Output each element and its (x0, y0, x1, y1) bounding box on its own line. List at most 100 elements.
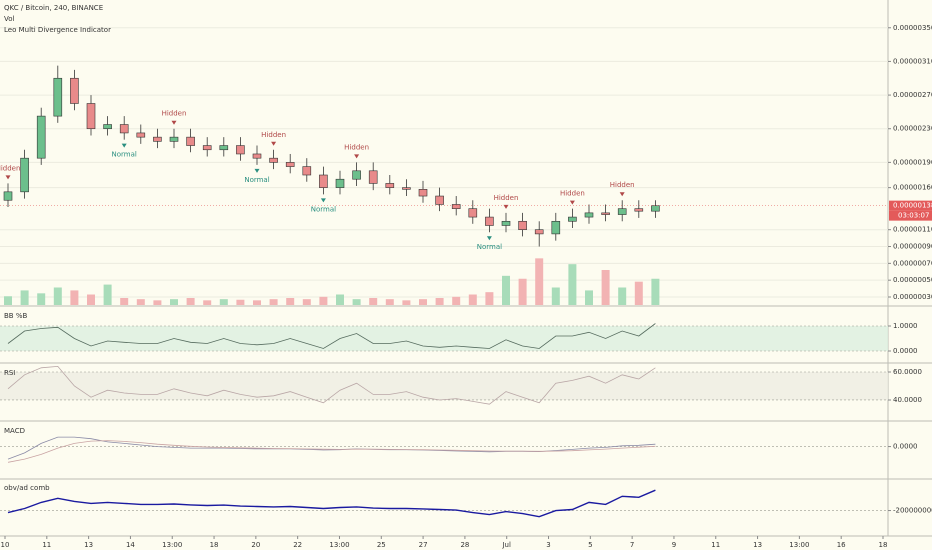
x-tick-label: 16 (837, 541, 846, 549)
y-tick-label: 0.000000500 (893, 276, 932, 284)
volume-bar (601, 270, 610, 305)
y-tick-label: 0.000000300 (893, 293, 932, 301)
x-tick-label: 22 (293, 541, 302, 549)
candle-body (435, 195, 444, 205)
y-tick-label: 0.000001900 (893, 158, 932, 166)
volume-bar (236, 299, 245, 305)
candle-body (352, 170, 361, 180)
volume-bar (535, 258, 544, 305)
candle-body (584, 212, 594, 218)
x-tick-label: Jul (501, 541, 511, 549)
volume-bar (452, 296, 461, 305)
volume-bar (502, 275, 510, 305)
countdown-tag (889, 210, 932, 221)
indicator-line (7, 365, 656, 405)
candle-body (36, 115, 46, 159)
volume-bar (120, 298, 129, 305)
candle-body (651, 205, 660, 212)
candle-body (468, 208, 478, 218)
volume-bar (634, 281, 643, 305)
volume-bar (153, 300, 162, 305)
candle-body (402, 187, 411, 190)
countdown-label: 03:03:07 (898, 212, 929, 220)
y-tick-label: 0.000002700 (893, 91, 932, 99)
volume-bar (319, 296, 328, 305)
divergence-label: Normal (244, 176, 269, 184)
divergence-label: Hidden (0, 164, 20, 172)
volume-bar (402, 300, 411, 305)
y-tick-label: 1.0000 (893, 322, 918, 330)
candle-body (119, 124, 129, 134)
panel-title: RSI (4, 369, 15, 377)
candle-body (103, 124, 112, 130)
x-tick-label: 14 (126, 541, 135, 549)
x-tick-label: 28 (460, 541, 469, 549)
y-tick-label: 0.000001600 (893, 184, 932, 192)
indicator-title: Leo Multi Divergence Indicator (4, 26, 111, 34)
divergence-marker (320, 198, 326, 203)
candle-body (551, 220, 561, 235)
candle-body (219, 145, 229, 151)
volume-bar (286, 298, 295, 305)
candle-body (485, 216, 494, 226)
candle-body (285, 162, 295, 167)
volume-bar (518, 278, 527, 305)
x-tick-label: 9 (672, 541, 676, 549)
candle-body (568, 216, 577, 222)
candle-body (501, 220, 511, 226)
y-tick-label: 0.000001100 (893, 226, 932, 234)
indicator-band (0, 371, 888, 400)
x-tick-label: 10 (1, 541, 10, 549)
x-tick-label: 25 (377, 541, 386, 549)
y-tick-label: 60.0000 (893, 368, 922, 376)
volume-bar (568, 264, 577, 305)
candle-body (269, 157, 278, 163)
x-tick-label: 13 (753, 541, 762, 549)
y-tick-label: 0.000000700 (893, 259, 932, 267)
y-tick-label: 0.000000900 (893, 243, 932, 251)
x-tick-label: 13:00 (162, 541, 182, 549)
divergence-label: Normal (477, 243, 502, 251)
volume-bar (369, 298, 378, 305)
last-price-label: 0.000001386 (893, 202, 932, 210)
divergence-label: Hidden (494, 194, 519, 202)
candle-body (319, 174, 328, 188)
y-tick-label: -200000000.0000 (893, 507, 932, 515)
divergence-label: Hidden (610, 181, 635, 189)
indicator-line (7, 323, 656, 349)
candle-body (20, 157, 29, 193)
x-tick-label: 27 (419, 541, 428, 549)
x-tick-label: 13 (84, 541, 93, 549)
candle-body (601, 212, 610, 215)
y-tick-label: 0.000002300 (893, 125, 932, 133)
divergence-marker (171, 120, 177, 125)
x-tick-label: 11 (42, 541, 51, 549)
x-tick-label: 18 (879, 541, 888, 549)
candle-body (3, 191, 13, 201)
volume-bar (618, 287, 627, 305)
x-tick-label: 20 (251, 541, 260, 549)
volume-bar (186, 298, 195, 305)
volume-bar (4, 296, 12, 305)
y-tick-label: 0.0000 (893, 443, 918, 451)
volume-bar (419, 299, 427, 305)
volume-bar (585, 290, 593, 305)
divergence-label: Hidden (162, 110, 187, 118)
candle-body (153, 136, 162, 142)
candle-body (169, 136, 179, 142)
divergence-marker (619, 192, 625, 197)
divergence-marker (5, 175, 11, 180)
candle-body (202, 145, 212, 151)
y-tick-label: 0.0000 (893, 347, 918, 355)
candle-body (53, 77, 63, 117)
x-tick-label: 3 (546, 541, 550, 549)
candle-body (335, 178, 345, 188)
panel-title: QKC / Bitcoin, 240, BINANCE (4, 4, 103, 12)
divergence-marker (271, 141, 277, 146)
volume-bar (37, 293, 46, 305)
indicator-line (7, 489, 656, 518)
divergence-marker (569, 200, 575, 205)
panel-title: obv/ad comb (4, 484, 50, 492)
panel-title: Vol (4, 15, 15, 23)
